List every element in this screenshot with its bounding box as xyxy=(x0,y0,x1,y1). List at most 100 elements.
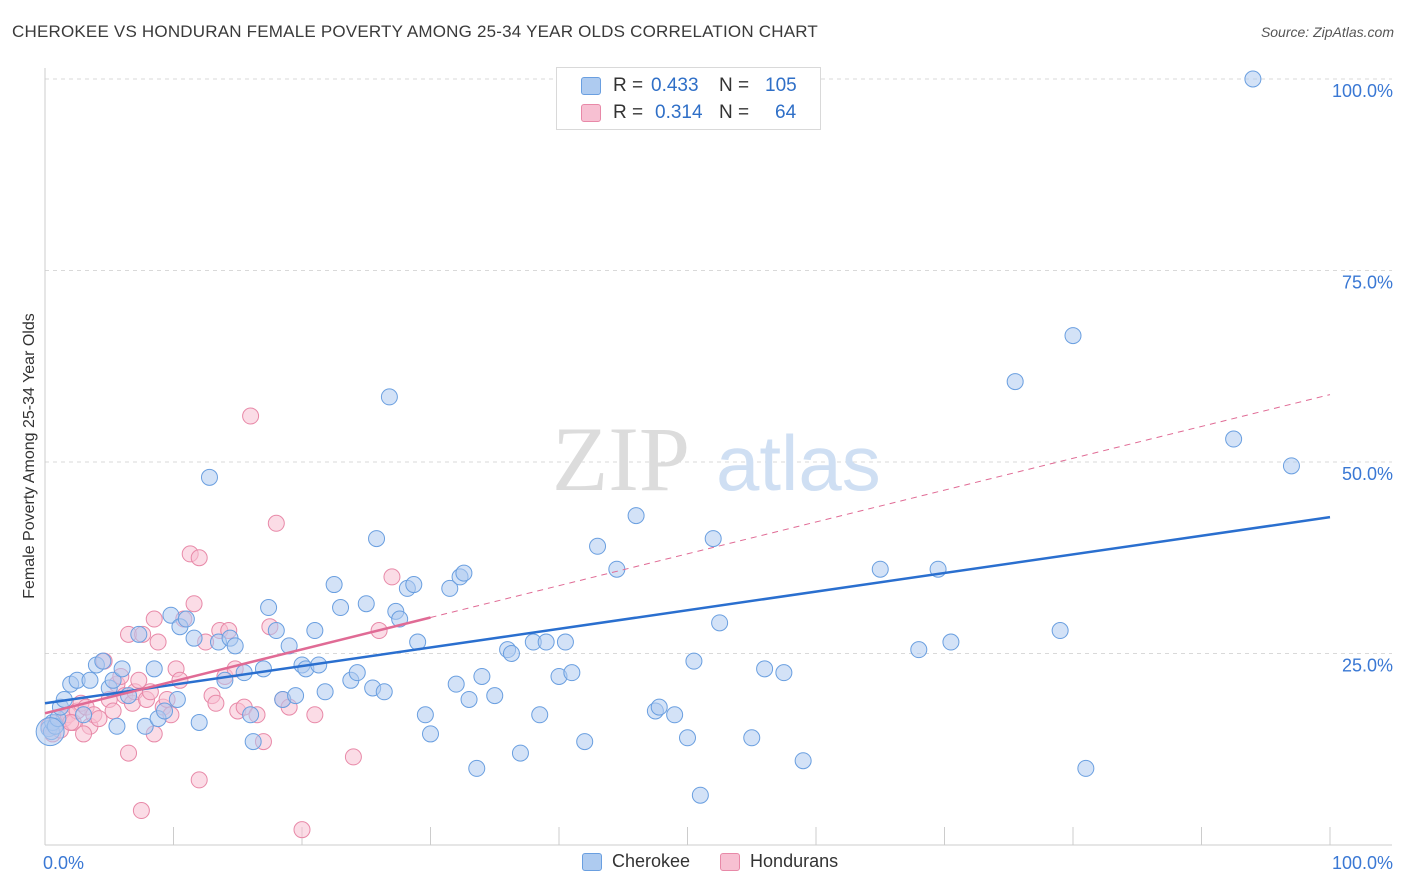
y-tick-label: 50.0% xyxy=(1342,464,1393,484)
cherokee-point xyxy=(468,759,486,777)
cherokee-point xyxy=(422,725,439,743)
legend-n-label: N = xyxy=(719,102,750,123)
hondurans-point xyxy=(145,610,163,628)
legend-n-value: 105 xyxy=(765,75,797,96)
stats-legend: R = 0.433 N = 105 R = 0.314 N = 64 xyxy=(556,67,821,130)
cherokee-point xyxy=(416,706,434,724)
hondurans-point xyxy=(190,549,208,567)
cherokee-point xyxy=(332,599,350,617)
cherokee-point xyxy=(556,633,574,651)
chart-source: Source: ZipAtlas.com xyxy=(1260,24,1394,40)
cherokee-point xyxy=(627,507,645,525)
cherokee-point xyxy=(502,645,520,662)
cherokee-point xyxy=(226,637,244,655)
cherokee-point xyxy=(711,614,729,632)
cherokee-point xyxy=(325,576,343,594)
hondurans-point xyxy=(306,706,324,724)
cherokee-point xyxy=(460,690,478,708)
legend-item-hondurans: Hondurans xyxy=(720,851,838,872)
cherokee-point xyxy=(375,683,393,701)
watermark-zip: ZIP xyxy=(552,408,690,510)
cherokee-point xyxy=(942,633,960,651)
cherokee-point xyxy=(267,622,285,640)
cherokee-point xyxy=(216,671,234,689)
hondurans-point xyxy=(132,802,150,820)
tick-labels: 25.0% 50.0% 75.0% 100.0% 0.0% 100.0% xyxy=(43,81,1393,873)
cherokee-point xyxy=(200,468,218,486)
cherokee-point xyxy=(1006,373,1024,391)
hondurans-trend-line xyxy=(44,616,431,715)
y-tick-label: 100.0% xyxy=(1332,81,1393,101)
cherokee-point xyxy=(679,729,696,747)
cherokee-point xyxy=(287,687,305,705)
cherokee-point xyxy=(704,530,722,548)
watermark-atlas: atlas xyxy=(716,419,881,507)
legend-row-hondurans: R = 0.314 N = 64 xyxy=(581,101,796,125)
cherokee-point xyxy=(177,610,195,628)
grid-lines xyxy=(45,78,1392,654)
hondurans-point xyxy=(383,568,401,586)
cherokee-point xyxy=(608,560,626,578)
cherokee-point xyxy=(871,560,889,578)
cherokee-point xyxy=(910,641,928,659)
cherokee-point xyxy=(531,706,549,724)
cherokee-point xyxy=(130,625,148,643)
hondurans-point xyxy=(242,407,260,425)
cherokee-point xyxy=(589,537,607,555)
cherokee-point xyxy=(691,786,709,804)
cherokee-point-cluster xyxy=(35,717,65,747)
cherokee-point xyxy=(306,622,324,640)
hondurans-swatch xyxy=(720,852,741,871)
cherokee-point xyxy=(156,702,174,720)
cherokee-point xyxy=(113,660,131,678)
cherokee-point xyxy=(1051,622,1069,640)
legend-r-label: R = xyxy=(613,102,644,123)
cherokee-point xyxy=(348,664,366,682)
hondurans-point xyxy=(207,694,225,712)
cherokee-point xyxy=(511,744,529,762)
cherokee-point xyxy=(380,388,398,406)
cherokee-point xyxy=(242,706,260,724)
hondurans-point xyxy=(293,821,311,839)
cherokee-point xyxy=(168,690,186,708)
hondurans-point xyxy=(344,748,362,766)
cherokee-point xyxy=(254,660,272,678)
legend-row-cherokee: R = 0.433 N = 105 xyxy=(581,74,797,98)
cherokee-swatch xyxy=(581,77,601,95)
cherokee-point xyxy=(1282,457,1300,475)
cherokee-point xyxy=(1064,327,1082,345)
hondurans-points xyxy=(40,407,401,839)
cherokee-point xyxy=(1244,70,1262,88)
cherokee-point xyxy=(685,652,703,670)
x-tick-label: 100.0% xyxy=(1332,853,1393,873)
legend-n-label: N = xyxy=(719,75,750,96)
legend-r-value: 0.314 xyxy=(655,102,703,123)
cherokee-point xyxy=(316,683,334,701)
hondurans-point xyxy=(104,702,122,720)
y-tick-label: 75.0% xyxy=(1342,273,1393,293)
cherokee-point xyxy=(743,729,761,747)
cherokee-point xyxy=(190,713,208,731)
cherokee-point xyxy=(244,733,262,751)
legend-item-cherokee: Cherokee xyxy=(582,851,690,872)
cherokee-swatch xyxy=(582,852,602,871)
cherokee-point xyxy=(447,675,465,693)
hondurans-point xyxy=(130,671,148,689)
cherokee-point xyxy=(1225,430,1243,448)
cherokee-point xyxy=(455,564,473,582)
legend-label-hondurans: Hondurans xyxy=(750,851,839,871)
cherokee-point xyxy=(563,664,581,682)
cherokee-point xyxy=(357,595,375,613)
cherokee-point xyxy=(104,671,122,689)
cherokee-point xyxy=(136,717,154,735)
cherokee-point xyxy=(473,667,491,685)
cherokee-point xyxy=(260,599,278,617)
cherokee-point xyxy=(81,671,99,689)
hondurans-point xyxy=(190,771,208,789)
cherokee-trend-line xyxy=(44,515,1331,705)
legend-label-cherokee: Cherokee xyxy=(612,851,691,871)
cherokee-point xyxy=(405,576,423,594)
cherokee-point xyxy=(145,660,163,678)
cherokee-point xyxy=(576,733,594,751)
cherokee-point xyxy=(185,629,203,647)
